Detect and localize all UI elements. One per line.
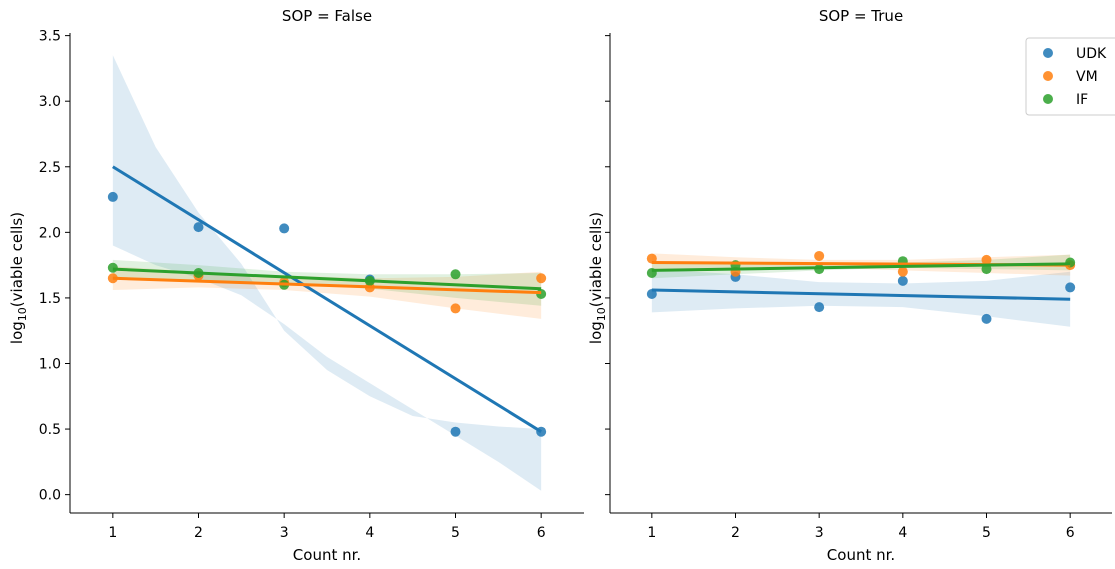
- y-tick-label: 3.0: [39, 94, 61, 110]
- fit-line-if: [651, 262, 1071, 272]
- y-axis-label-rest: (viable cells): [587, 212, 605, 307]
- fit-line-udk: [112, 165, 542, 433]
- data-point-udk: [107, 191, 118, 202]
- fit-line-udk: [651, 288, 1071, 301]
- ci-band-vm: [112, 266, 542, 319]
- panel-title: SOP = True: [819, 7, 903, 25]
- data-point-if: [450, 269, 461, 280]
- fit-line-vm: [112, 276, 542, 295]
- x-tick-label: 4: [898, 525, 907, 541]
- y-tick-label: 1.5: [39, 291, 61, 307]
- ci-band-if: [112, 259, 542, 306]
- data-point-vm: [897, 266, 908, 277]
- y-axis-label: log10(viable cells): [8, 212, 29, 344]
- x-tick-label: 3: [280, 525, 289, 541]
- x-tick-label: 5: [451, 525, 460, 541]
- y-axis-label-subscript: 10: [16, 307, 29, 321]
- data-point-udk: [279, 223, 290, 234]
- panel-2: 1 2 3 4 5 6 Count nr. SOP = True log10(viable ce…: [587, 7, 1112, 564]
- legend-label-vm: VM: [1076, 69, 1098, 85]
- data-point-udk: [897, 275, 908, 286]
- data-point-vm: [814, 250, 825, 261]
- y-axis-label-base: log: [587, 321, 605, 344]
- legend: UDK VM IF: [1025, 37, 1115, 116]
- data-point-vm: [981, 254, 992, 265]
- y-axis-label: log10(viable cells): [587, 212, 608, 344]
- y-tick-label: 1.0: [39, 356, 61, 372]
- x-axis-label: Count nr.: [827, 546, 895, 564]
- data-point-udk: [814, 302, 825, 313]
- x-tick-label: 6: [537, 525, 546, 541]
- x-tick-label: 2: [194, 525, 203, 541]
- data-point-udk: [1065, 282, 1076, 293]
- y-axis-label-rest: (viable cells): [8, 212, 26, 307]
- fit-line-if: [112, 267, 542, 291]
- legend-marker-udk: [1043, 48, 1053, 58]
- legend-marker-vm: [1043, 71, 1053, 81]
- x-tick-label: 6: [1066, 525, 1075, 541]
- panel-1: 0.0 0.5 1.0 1.5 2.0 2.5 3.0 3.5 1 2 3 4 5 6 Count nr. S…: [8, 7, 584, 564]
- data-point-vm: [536, 273, 547, 284]
- legend-label-udk: UDK: [1076, 46, 1107, 62]
- ci-band-udk: [651, 269, 1071, 327]
- y-tick-label: 2.0: [39, 225, 61, 241]
- y-tick-label: 3.5: [39, 29, 61, 45]
- x-tick-label: 5: [982, 525, 991, 541]
- x-tick-label: 2: [731, 525, 740, 541]
- legend-label-if: IF: [1076, 92, 1088, 108]
- data-point-udk: [981, 313, 992, 324]
- y-tick-label: 2.5: [39, 160, 61, 176]
- x-tick-label: 3: [815, 525, 824, 541]
- x-tick-label: 1: [647, 525, 656, 541]
- y-axis-label-subscript: 10: [595, 307, 608, 321]
- y-tick-label: 0.0: [39, 488, 61, 504]
- legend-marker-if: [1043, 94, 1053, 104]
- y-tick-label: 0.5: [39, 422, 61, 438]
- data-point-vm: [450, 303, 461, 314]
- data-point-udk: [193, 222, 204, 233]
- x-axis-label: Count nr.: [293, 546, 361, 564]
- x-tick-label: 1: [108, 525, 117, 541]
- panel-title: SOP = False: [282, 7, 372, 25]
- data-point-udk: [450, 426, 461, 437]
- x-tick-label: 4: [365, 525, 374, 541]
- y-axis-label-base: log: [8, 321, 26, 344]
